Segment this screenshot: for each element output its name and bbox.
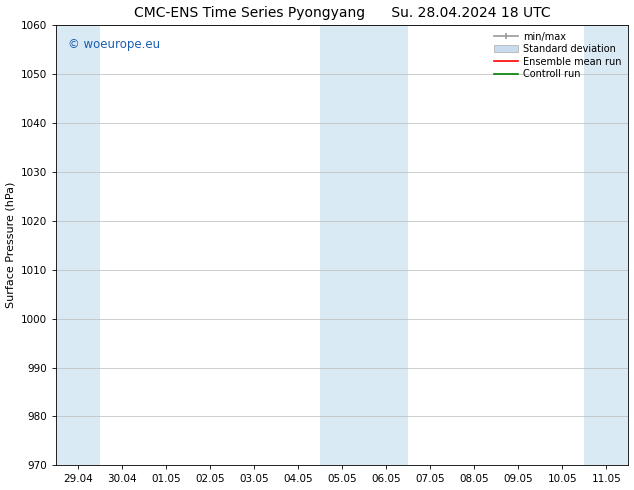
Legend: min/max, Standard deviation, Ensemble mean run, Controll run: min/max, Standard deviation, Ensemble me… [490, 28, 626, 83]
Bar [56, 25, 100, 465]
Bar [320, 25, 408, 465]
Text: © woeurope.eu: © woeurope.eu [68, 38, 160, 51]
Bar [585, 25, 628, 465]
Title: CMC-ENS Time Series Pyongyang      Su. 28.04.2024 18 UTC: CMC-ENS Time Series Pyongyang Su. 28.04.… [134, 5, 551, 20]
Y-axis label: Surface Pressure (hPa): Surface Pressure (hPa) [6, 182, 16, 308]
